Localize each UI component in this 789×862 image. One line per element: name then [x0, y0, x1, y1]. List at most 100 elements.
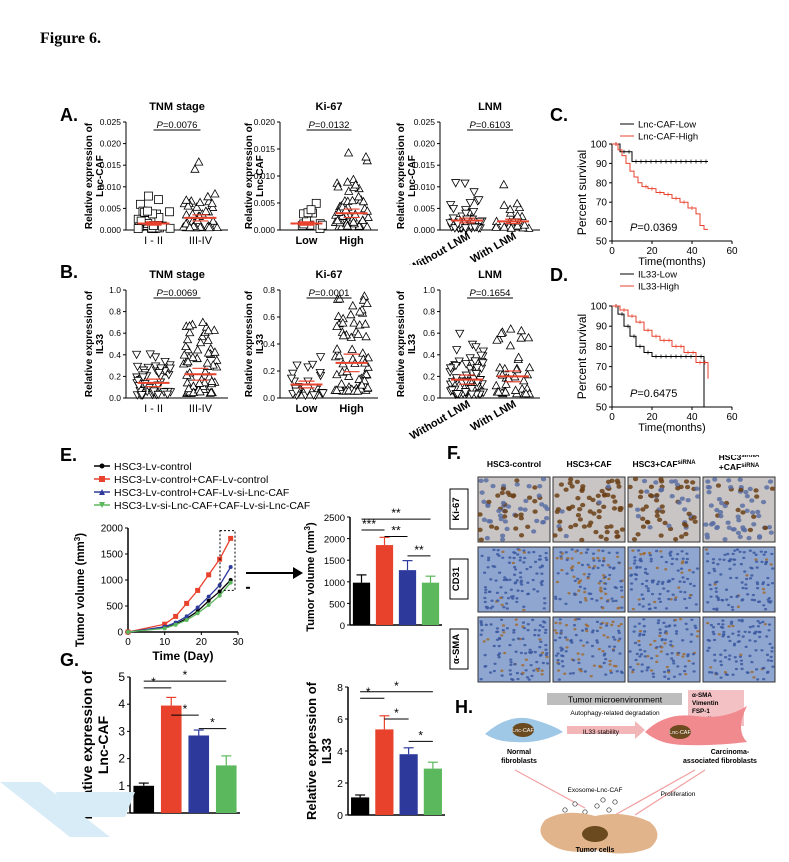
y-label-line1: Relative expression of [304, 681, 319, 820]
data-point [516, 325, 527, 335]
stained-cell [586, 577, 590, 580]
stained-cell [611, 506, 618, 511]
data-point [358, 348, 368, 357]
stained-cell [645, 579, 649, 583]
stained-cell [505, 627, 510, 630]
stained-cell [489, 623, 493, 626]
series-line [127, 538, 232, 633]
stained-cell [676, 665, 680, 668]
sig-label: ** [391, 523, 401, 537]
data-point [342, 221, 353, 230]
data-point [478, 359, 488, 368]
stained-cell [543, 602, 547, 605]
data-point [308, 391, 319, 400]
data-point [513, 352, 524, 361]
stained-cell [769, 655, 773, 659]
stained-cell [495, 591, 500, 595]
legend-marker [99, 502, 105, 508]
stained-cell [651, 579, 656, 582]
stained-cell [734, 667, 739, 671]
stained-cell [514, 478, 520, 483]
sig-label: * [394, 679, 399, 693]
exosome-vesicle [600, 797, 606, 803]
data-point [361, 331, 371, 341]
data-point [336, 378, 347, 388]
stained-cell [558, 636, 562, 639]
legend-label: HSC3-Lv-si-Lnc-CAF+CAF-Lv-si-Lnc-CAF [114, 500, 310, 512]
stained-cell [602, 557, 606, 560]
data-point [338, 330, 349, 340]
stained-cell [721, 619, 725, 622]
stained-cell [657, 580, 661, 583]
stained-cell [585, 641, 589, 644]
stained-cell [529, 663, 533, 667]
y-tick-label: 0.020 [414, 139, 436, 149]
data-point [455, 329, 465, 339]
data-point [182, 377, 193, 387]
stained-cell [686, 511, 692, 517]
data-point [360, 319, 371, 328]
data-point [217, 583, 222, 588]
y-tick-label: 0.015 [100, 160, 122, 170]
stained-cell [646, 666, 650, 669]
stained-cell [648, 607, 652, 610]
stained-cell [767, 479, 774, 484]
stained-cell [770, 650, 774, 653]
stained-cell [540, 583, 544, 587]
stained-cell [483, 600, 487, 604]
y-tick-label: 2000 [324, 535, 345, 546]
stained-cell [760, 499, 767, 505]
stained-cell [526, 628, 530, 632]
stained-cell [492, 644, 496, 648]
data-point [354, 374, 364, 383]
stained-cell [544, 648, 548, 651]
stained-cell [755, 509, 761, 515]
stained-cell [727, 603, 731, 607]
stained-cell [477, 512, 483, 517]
stained-cell [679, 496, 685, 501]
stained-cell [522, 507, 528, 512]
stained-cell [599, 622, 603, 626]
stained-cell [657, 619, 661, 622]
stained-cell [580, 502, 586, 508]
stained-cell [614, 586, 618, 590]
stained-cell [714, 525, 720, 531]
tme-label: Tumor microenvironment [568, 695, 663, 705]
stained-cell [643, 650, 647, 653]
stained-cell [649, 560, 653, 563]
stained-cell [667, 597, 671, 601]
stained-cell [584, 599, 588, 602]
x-tick-label: Low [295, 235, 317, 247]
stained-cell [564, 636, 568, 639]
p-value: P=0.0369 [630, 222, 677, 234]
stained-cell [611, 620, 615, 624]
stained-cell [541, 651, 545, 654]
stained-cell [748, 625, 752, 629]
data-point [495, 362, 505, 372]
stained-cell [740, 510, 746, 515]
stained-cell [732, 563, 736, 566]
stained-cell [524, 658, 528, 661]
stained-cell [532, 499, 538, 504]
y-tick-label: 2 [118, 752, 125, 766]
y-tick-label: 1 [118, 779, 125, 793]
data-point [358, 295, 369, 304]
stained-cell [707, 671, 712, 674]
stained-cell [639, 557, 643, 561]
stained-cell [649, 643, 653, 646]
data-point [206, 387, 216, 396]
stained-cell [672, 479, 678, 484]
stained-cell [644, 519, 650, 525]
stained-cell [589, 674, 593, 678]
stained-cell [650, 669, 654, 672]
stained-cell [694, 626, 698, 630]
stained-cell [516, 637, 520, 640]
stained-cell [617, 624, 621, 628]
stained-cell [633, 641, 638, 645]
data-point [357, 215, 368, 224]
stained-cell [726, 525, 732, 530]
data-point [210, 347, 220, 356]
stained-cell [628, 650, 632, 653]
stained-cell [708, 503, 714, 508]
data-point [472, 364, 482, 373]
